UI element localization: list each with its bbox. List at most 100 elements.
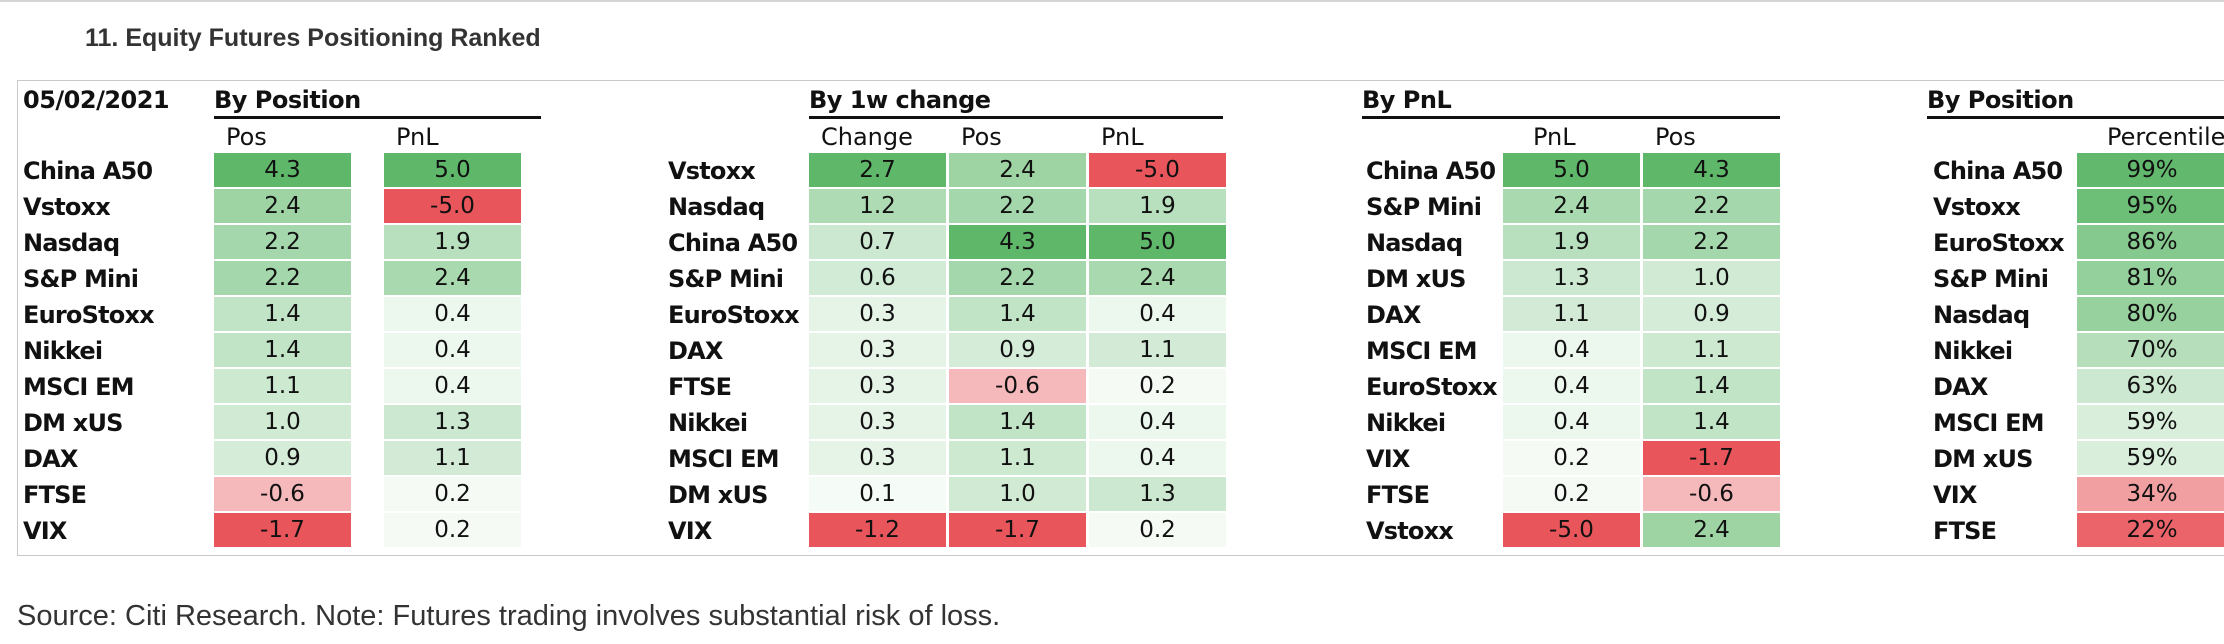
row-label: FTSE: [668, 373, 732, 401]
table-cell: 2.4: [1643, 513, 1780, 547]
table-cell: 0.3: [809, 405, 946, 439]
table-cell: 0.6: [809, 261, 946, 295]
row-label: DM xUS: [1366, 265, 1466, 293]
table-cell: 70%: [2077, 333, 2224, 367]
table-cell: -1.2: [809, 513, 946, 547]
table-cell: 59%: [2077, 441, 2224, 475]
table-cell: 1.9: [1089, 189, 1226, 223]
table-cell: 0.4: [384, 333, 521, 367]
table-cell: 63%: [2077, 369, 2224, 403]
table-cell: 1.1: [1643, 333, 1780, 367]
table-cell: 34%: [2077, 477, 2224, 511]
table-cell: 0.3: [809, 333, 946, 367]
table-cell: 1.9: [384, 225, 521, 259]
row-label: DM xUS: [23, 409, 123, 437]
row-label: Vstoxx: [1366, 517, 1454, 545]
row-label: FTSE: [1933, 517, 1997, 545]
row-label: DM xUS: [668, 481, 768, 509]
row-label: S&P Mini: [1933, 265, 2049, 293]
row-label: Nikkei: [1933, 337, 2013, 365]
row-label: FTSE: [1366, 481, 1430, 509]
table-cell: 22%: [2077, 513, 2224, 547]
table-cell: 0.9: [1643, 297, 1780, 331]
table-cell: 2.4: [214, 189, 351, 223]
row-label: VIX: [1366, 445, 1410, 473]
column-header: Pos: [961, 123, 1002, 151]
row-label: DAX: [23, 445, 78, 473]
table-cell: -1.7: [949, 513, 1086, 547]
row-label: MSCI EM: [668, 445, 780, 473]
table-cell: 1.1: [384, 441, 521, 475]
table-cell: -5.0: [384, 189, 521, 223]
row-label: Nikkei: [668, 409, 748, 437]
row-label: Nasdaq: [1933, 301, 2030, 329]
column-header: PnL: [1533, 123, 1576, 151]
table-cell: 2.4: [1503, 189, 1640, 223]
table-cell: 2.4: [1089, 261, 1226, 295]
table-cell: 1.9: [1503, 225, 1640, 259]
table-cell: 0.4: [1503, 405, 1640, 439]
row-label: Vstoxx: [1933, 193, 2021, 221]
row-label: Vstoxx: [668, 157, 756, 185]
row-label: DAX: [1366, 301, 1421, 329]
table-cell: 0.4: [1089, 405, 1226, 439]
table-cell: 0.3: [809, 369, 946, 403]
table-cell: 0.4: [1089, 297, 1226, 331]
table-cell: 1.4: [214, 333, 351, 367]
row-label: Nikkei: [1366, 409, 1446, 437]
row-label: MSCI EM: [23, 373, 135, 401]
row-label: Nasdaq: [668, 193, 765, 221]
table-cell: 2.2: [1643, 225, 1780, 259]
table-date: 05/02/2021: [23, 86, 170, 114]
table-cell: -0.6: [949, 369, 1086, 403]
table-cell: -5.0: [1089, 153, 1226, 187]
table-cell: -1.7: [214, 513, 351, 547]
row-label: China A50: [1366, 157, 1496, 185]
table-cell: 0.4: [1503, 369, 1640, 403]
table-cell: 0.4: [384, 297, 521, 331]
column-header: Pos: [226, 123, 267, 151]
table-cell: 1.1: [949, 441, 1086, 475]
row-label: China A50: [1933, 157, 2063, 185]
source-note: Source: Citi Research. Note: Futures tra…: [17, 600, 1001, 632]
table-cell: 1.1: [214, 369, 351, 403]
row-label: China A50: [668, 229, 798, 257]
table-cell: 1.4: [949, 297, 1086, 331]
row-label: VIX: [1933, 481, 1977, 509]
table-cell: 0.2: [1089, 513, 1226, 547]
table-cell: 1.0: [1643, 261, 1780, 295]
row-label: MSCI EM: [1366, 337, 1478, 365]
table-cell: 0.7: [809, 225, 946, 259]
table-cell: 1.3: [384, 405, 521, 439]
row-label: S&P Mini: [1366, 193, 1482, 221]
row-label: EuroStoxx: [1933, 229, 2065, 257]
table-cell: 99%: [2077, 153, 2224, 187]
table-cell: 2.2: [949, 189, 1086, 223]
top-divider: [0, 0, 2224, 2]
row-label: DAX: [1933, 373, 1988, 401]
table-cell: 0.1: [809, 477, 946, 511]
table-cell: 1.4: [949, 405, 1086, 439]
group-title: By Position: [1927, 82, 2224, 119]
table-cell: 2.2: [949, 261, 1086, 295]
table-cell: 1.4: [214, 297, 351, 331]
table-cell: 1.0: [214, 405, 351, 439]
row-label: DAX: [668, 337, 723, 365]
table-cell: 5.0: [384, 153, 521, 187]
row-label: EuroStoxx: [1366, 373, 1498, 401]
table-cell: 1.0: [949, 477, 1086, 511]
row-label: DM xUS: [1933, 445, 2033, 473]
row-label: China A50: [23, 157, 153, 185]
table-cell: 59%: [2077, 405, 2224, 439]
table-cell: 80%: [2077, 297, 2224, 331]
table-cell: 95%: [2077, 189, 2224, 223]
table-cell: -1.7: [1643, 441, 1780, 475]
group-title: By PnL: [1362, 82, 1780, 119]
table-cell: 0.3: [809, 297, 946, 331]
table-cell: 2.7: [809, 153, 946, 187]
table-cell: 0.4: [1503, 333, 1640, 367]
row-label: Vstoxx: [23, 193, 111, 221]
row-label: S&P Mini: [23, 265, 139, 293]
table-cell: 1.4: [1643, 369, 1780, 403]
table-cell: -5.0: [1503, 513, 1640, 547]
